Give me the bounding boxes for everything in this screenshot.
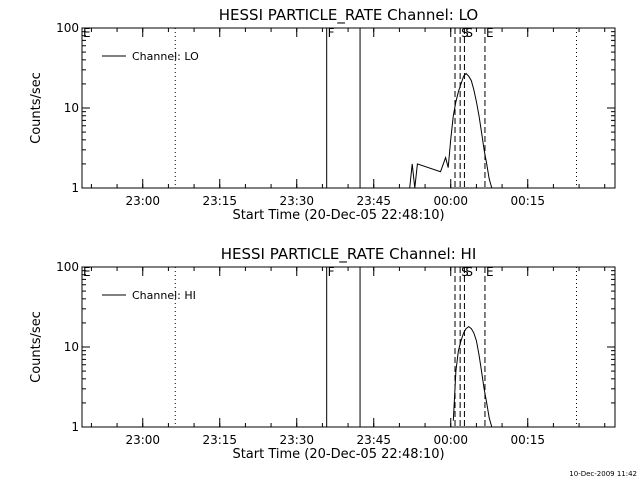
y-tick-label: 100 bbox=[56, 260, 79, 274]
event-marker: E bbox=[486, 26, 494, 40]
chart-title: HESSI PARTICLE_RATE Channel: HI bbox=[221, 245, 477, 264]
x-tick-label: 23:15 bbox=[202, 433, 237, 447]
x-tick-label: 00:15 bbox=[510, 194, 545, 208]
chart-panel: HESSI PARTICLE_RATE Channel: LO 1 10 100 23:… bbox=[29, 6, 616, 223]
y-tick-label: 10 bbox=[64, 340, 79, 354]
event-marker: S bbox=[465, 26, 473, 40]
chart-panels: HESSI PARTICLE_RATE Channel: LO 1 10 100 23:… bbox=[29, 6, 616, 462]
legend-label: Channel: HI bbox=[132, 289, 196, 302]
x-tick-label: 23:15 bbox=[202, 194, 237, 208]
y-tick-label: 100 bbox=[56, 21, 79, 35]
series-line bbox=[409, 72, 493, 189]
x-axis-title: Start Time (20-Dec-05 22:48:10) bbox=[232, 447, 444, 462]
x-tick-label: 00:15 bbox=[510, 433, 545, 447]
x-axis-title: Start Time (20-Dec-05 22:48:10) bbox=[232, 208, 444, 223]
event-marker: F bbox=[328, 26, 335, 40]
x-tick-label: 00:00 bbox=[433, 194, 468, 208]
y-tick-label: 1 bbox=[71, 181, 79, 195]
chart-panel: HESSI PARTICLE_RATE Channel: HI 1 10 100 23:… bbox=[29, 245, 616, 462]
x-tick-label: 23:00 bbox=[125, 194, 160, 208]
y-axis-title: Counts/sec bbox=[29, 311, 44, 383]
y-tick-label: 1 bbox=[71, 420, 79, 434]
timestamp: 10-Dec-2009 11:42 bbox=[569, 470, 637, 478]
chart-title: HESSI PARTICLE_RATE Channel: LO bbox=[219, 6, 478, 25]
x-tick-label: 23:00 bbox=[125, 433, 160, 447]
legend-label: Channel: LO bbox=[132, 50, 199, 63]
x-tick-label: 23:45 bbox=[356, 194, 391, 208]
y-tick-label: 10 bbox=[64, 101, 79, 115]
x-tick-label: 00:00 bbox=[433, 433, 468, 447]
series-line bbox=[452, 325, 493, 428]
x-tick-label: 23:30 bbox=[279, 194, 314, 208]
event-marker: E bbox=[83, 265, 91, 279]
y-axis-title: Counts/sec bbox=[29, 72, 44, 144]
x-tick-label: 23:45 bbox=[356, 433, 391, 447]
event-marker: S bbox=[465, 265, 473, 279]
x-tick-label: 23:30 bbox=[279, 433, 314, 447]
event-marker: E bbox=[486, 265, 494, 279]
event-marker: E bbox=[83, 26, 91, 40]
event-marker: S bbox=[461, 265, 469, 279]
event-marker: S bbox=[461, 26, 469, 40]
event-marker: F bbox=[328, 265, 335, 279]
